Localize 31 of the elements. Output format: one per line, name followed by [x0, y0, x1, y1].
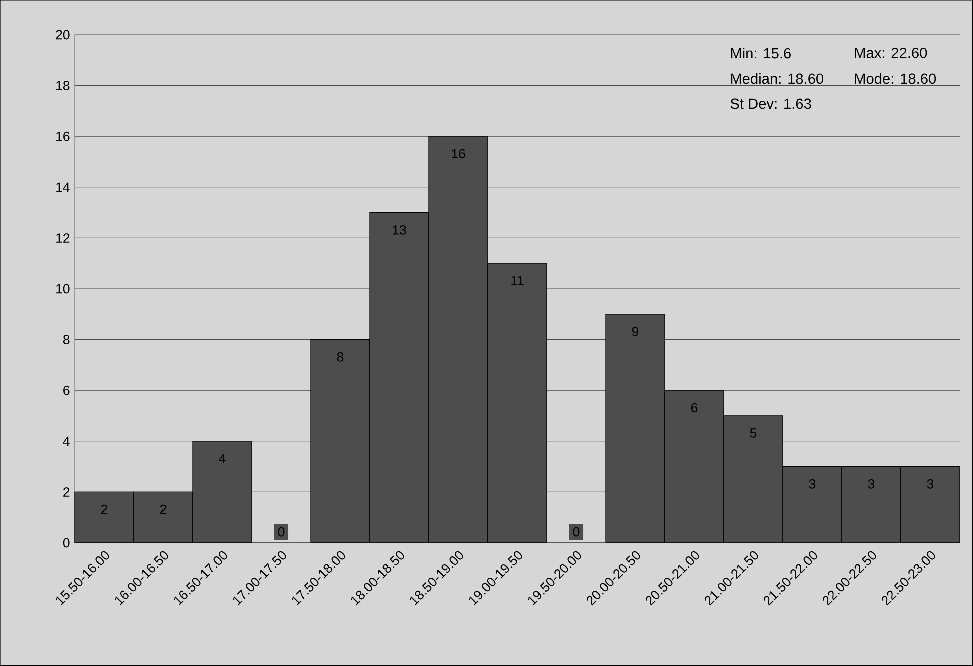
data-label: 6 [691, 403, 698, 413]
y-tick-label: 12 [56, 234, 70, 243]
data-label: 4 [219, 454, 226, 464]
data-label: 11 [512, 276, 524, 286]
y-tick-label: 2 [64, 488, 70, 497]
annotation: Max: 22.60 [855, 48, 928, 58]
data-label: 2 [101, 504, 108, 514]
annotation: Mode: 18.60 [855, 73, 936, 84]
y-tick-label: 6 [64, 386, 70, 396]
data-label: 5 [750, 428, 757, 438]
data-label: 9 [632, 327, 639, 336]
y-tick-label: 0 [63, 538, 70, 548]
data-label: 0 [573, 527, 580, 537]
y-tick-label: 10 [56, 284, 70, 294]
data-label: 16 [452, 149, 466, 159]
annotation: Median: 18.60 [731, 73, 824, 84]
data-label: 0 [278, 527, 285, 537]
y-tick-label: 18 [56, 81, 70, 90]
data-label: 2 [160, 504, 167, 514]
data-label: 3 [927, 479, 934, 489]
annotation: Min: 15.6 [731, 48, 791, 59]
data-label: 3 [809, 479, 816, 489]
data-label: 8 [337, 352, 344, 362]
y-tick-label: 16 [56, 132, 70, 142]
data-label: 13 [393, 225, 406, 235]
y-tick-label: 20 [56, 30, 70, 40]
y-tick-label: 4 [63, 436, 70, 446]
annotation: St Dev: 1.63 [730, 98, 812, 110]
y-tick-label: 8 [64, 335, 70, 344]
data-label: 3 [868, 479, 875, 489]
y-tick-label: 14 [56, 182, 70, 192]
